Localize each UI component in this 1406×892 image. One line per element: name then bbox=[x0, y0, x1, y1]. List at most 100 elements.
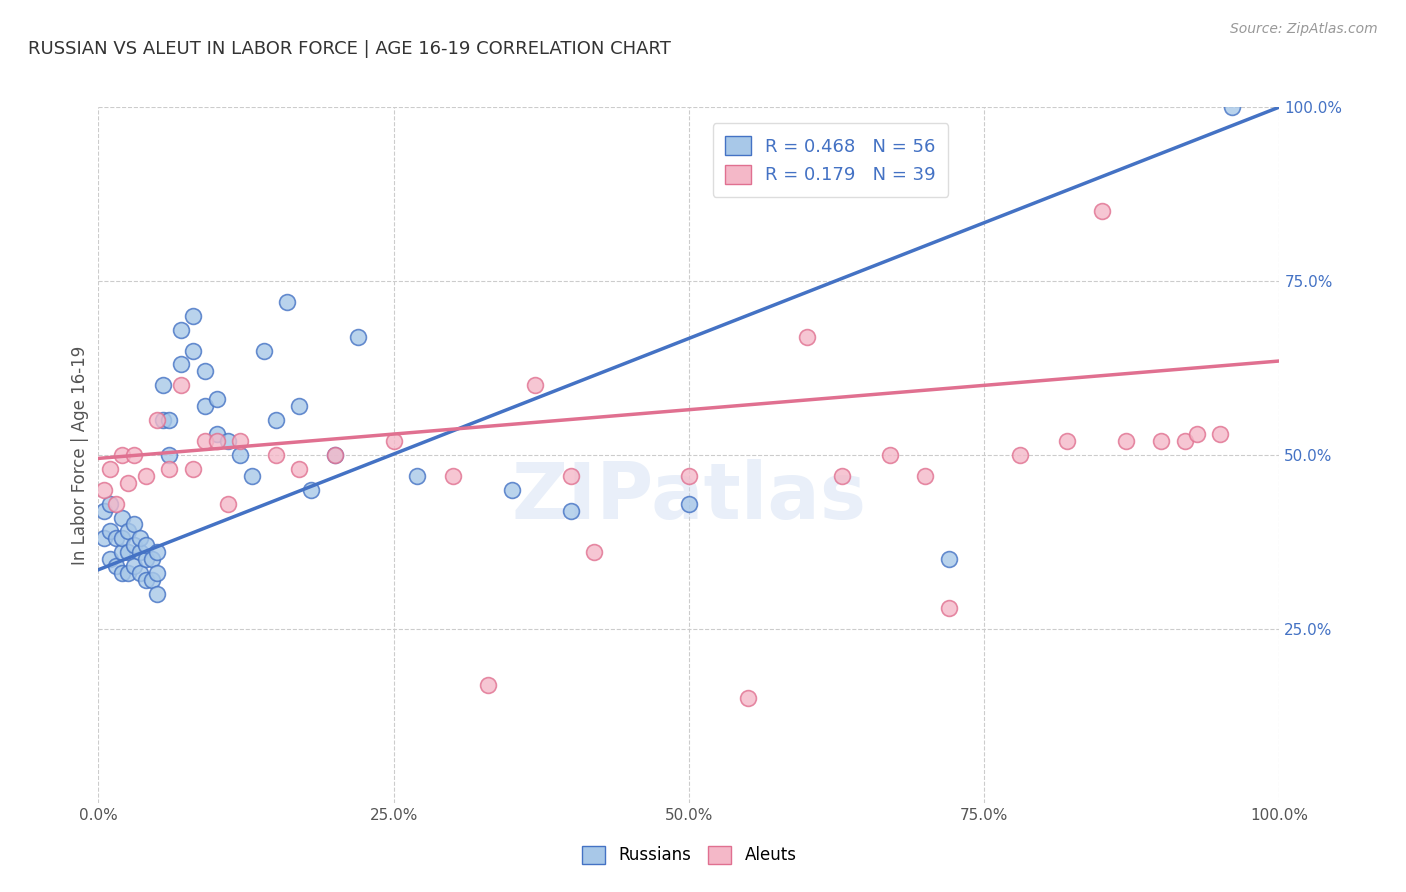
Point bbox=[678, 468, 700, 483]
Point bbox=[1008, 448, 1031, 462]
Point bbox=[347, 329, 370, 343]
Point bbox=[217, 434, 239, 448]
Point bbox=[253, 343, 276, 358]
Point bbox=[152, 413, 174, 427]
Point bbox=[194, 434, 217, 448]
Point bbox=[288, 462, 311, 476]
Point bbox=[240, 468, 263, 483]
Point bbox=[1150, 434, 1173, 448]
Point bbox=[678, 497, 700, 511]
Point bbox=[141, 573, 163, 587]
Point bbox=[299, 483, 322, 497]
Point bbox=[1174, 434, 1197, 448]
Point bbox=[135, 573, 157, 587]
Point bbox=[105, 532, 128, 546]
Point bbox=[111, 532, 134, 546]
Point bbox=[1185, 427, 1208, 442]
Point bbox=[406, 468, 429, 483]
Point bbox=[938, 601, 960, 615]
Point bbox=[1115, 434, 1137, 448]
Point bbox=[583, 545, 606, 559]
Point bbox=[1056, 434, 1078, 448]
Point bbox=[128, 545, 150, 559]
Point bbox=[146, 545, 169, 559]
Point bbox=[122, 559, 145, 574]
Point bbox=[128, 532, 150, 546]
Point bbox=[157, 413, 180, 427]
Point bbox=[93, 503, 115, 517]
Point bbox=[323, 448, 346, 462]
Point bbox=[441, 468, 464, 483]
Point bbox=[831, 468, 853, 483]
Point bbox=[157, 462, 180, 476]
Point bbox=[170, 378, 193, 392]
Point bbox=[146, 413, 169, 427]
Point bbox=[229, 448, 252, 462]
Point bbox=[276, 294, 298, 309]
Point bbox=[122, 448, 145, 462]
Point bbox=[323, 448, 346, 462]
Point bbox=[1209, 427, 1232, 442]
Text: ZIPatlas: ZIPatlas bbox=[512, 458, 866, 534]
Point bbox=[98, 462, 121, 476]
Point bbox=[501, 483, 523, 497]
Point bbox=[217, 497, 239, 511]
Point bbox=[111, 566, 134, 581]
Point bbox=[796, 329, 818, 343]
Y-axis label: In Labor Force | Age 16-19: In Labor Force | Age 16-19 bbox=[70, 345, 89, 565]
Point bbox=[229, 434, 252, 448]
Point bbox=[98, 552, 121, 566]
Text: RUSSIAN VS ALEUT IN LABOR FORCE | AGE 16-19 CORRELATION CHART: RUSSIAN VS ALEUT IN LABOR FORCE | AGE 16… bbox=[28, 40, 671, 58]
Point bbox=[477, 677, 499, 691]
Point bbox=[524, 378, 547, 392]
Point bbox=[382, 434, 405, 448]
Point bbox=[205, 434, 228, 448]
Point bbox=[914, 468, 936, 483]
Point bbox=[170, 323, 193, 337]
Point bbox=[181, 462, 204, 476]
Point bbox=[122, 538, 145, 552]
Point bbox=[98, 497, 121, 511]
Point bbox=[560, 503, 582, 517]
Point bbox=[879, 448, 901, 462]
Text: Source: ZipAtlas.com: Source: ZipAtlas.com bbox=[1230, 22, 1378, 37]
Point bbox=[117, 475, 139, 490]
Point bbox=[205, 427, 228, 442]
Point bbox=[560, 468, 582, 483]
Point bbox=[93, 483, 115, 497]
Point bbox=[98, 524, 121, 539]
Point bbox=[135, 552, 157, 566]
Point bbox=[135, 538, 157, 552]
Point bbox=[146, 566, 169, 581]
Point bbox=[264, 448, 287, 462]
Point bbox=[93, 532, 115, 546]
Point bbox=[737, 691, 759, 706]
Point bbox=[1091, 204, 1114, 219]
Point bbox=[288, 399, 311, 413]
Point bbox=[111, 448, 134, 462]
Point bbox=[264, 413, 287, 427]
Point bbox=[194, 399, 217, 413]
Point bbox=[141, 552, 163, 566]
Legend: Russians, Aleuts: Russians, Aleuts bbox=[571, 836, 807, 874]
Point bbox=[146, 587, 169, 601]
Point bbox=[170, 358, 193, 372]
Point bbox=[117, 545, 139, 559]
Point bbox=[117, 524, 139, 539]
Point bbox=[128, 566, 150, 581]
Point bbox=[122, 517, 145, 532]
Point bbox=[135, 468, 157, 483]
Point bbox=[181, 343, 204, 358]
Point bbox=[111, 545, 134, 559]
Point bbox=[105, 559, 128, 574]
Point bbox=[205, 392, 228, 407]
Point bbox=[181, 309, 204, 323]
Point bbox=[111, 510, 134, 524]
Point bbox=[1220, 100, 1243, 114]
Point bbox=[105, 497, 128, 511]
Point bbox=[117, 566, 139, 581]
Point bbox=[152, 378, 174, 392]
Point bbox=[194, 364, 217, 378]
Point bbox=[157, 448, 180, 462]
Point bbox=[938, 552, 960, 566]
